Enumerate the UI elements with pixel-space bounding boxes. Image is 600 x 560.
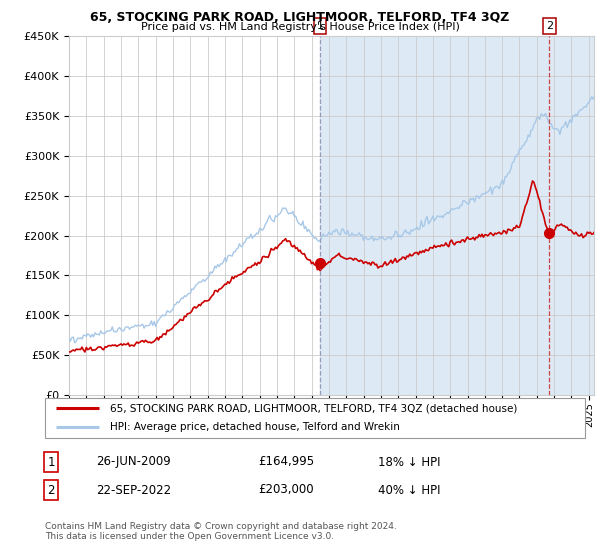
- Text: 18% ↓ HPI: 18% ↓ HPI: [378, 455, 440, 469]
- Text: Contains HM Land Registry data © Crown copyright and database right 2024.
This d: Contains HM Land Registry data © Crown c…: [45, 522, 397, 542]
- Text: 1: 1: [47, 455, 55, 469]
- Text: 22-SEP-2022: 22-SEP-2022: [96, 483, 171, 497]
- FancyBboxPatch shape: [45, 398, 585, 438]
- Text: £203,000: £203,000: [258, 483, 314, 497]
- Text: 1: 1: [316, 21, 323, 31]
- Bar: [320, 36, 600, 395]
- Text: £164,995: £164,995: [258, 455, 314, 469]
- Text: 40% ↓ HPI: 40% ↓ HPI: [378, 483, 440, 497]
- Text: 65, STOCKING PARK ROAD, LIGHTMOOR, TELFORD, TF4 3QZ: 65, STOCKING PARK ROAD, LIGHTMOOR, TELFO…: [91, 11, 509, 24]
- Text: Price paid vs. HM Land Registry's House Price Index (HPI): Price paid vs. HM Land Registry's House …: [140, 22, 460, 32]
- Text: 26-JUN-2009: 26-JUN-2009: [96, 455, 171, 469]
- Text: 2: 2: [546, 21, 553, 31]
- Text: 65, STOCKING PARK ROAD, LIGHTMOOR, TELFORD, TF4 3QZ (detached house): 65, STOCKING PARK ROAD, LIGHTMOOR, TELFO…: [110, 404, 517, 413]
- Text: 2: 2: [47, 483, 55, 497]
- Text: HPI: Average price, detached house, Telford and Wrekin: HPI: Average price, detached house, Telf…: [110, 422, 400, 432]
